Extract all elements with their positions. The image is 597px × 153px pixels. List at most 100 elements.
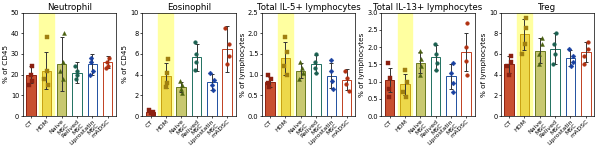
Bar	[398, 13, 413, 116]
Point	[432, 53, 441, 55]
Bar	[566, 58, 576, 116]
Point	[59, 32, 69, 34]
Y-axis label: % of lymphocytes: % of lymphocytes	[359, 32, 365, 97]
Point	[506, 61, 516, 63]
Point	[327, 80, 337, 82]
Point	[416, 65, 425, 67]
Bar	[192, 57, 201, 116]
Bar	[431, 57, 441, 116]
Bar	[39, 13, 54, 116]
Point	[104, 57, 114, 59]
Point	[208, 89, 218, 91]
Bar	[535, 51, 544, 116]
Bar	[177, 87, 186, 116]
Point	[504, 73, 514, 76]
Point	[264, 86, 273, 88]
Point	[162, 71, 172, 74]
Bar	[158, 13, 173, 116]
Bar	[72, 73, 82, 116]
Y-axis label: % of lymphocytes: % of lymphocytes	[240, 32, 246, 97]
Point	[177, 84, 187, 86]
Bar	[265, 82, 275, 116]
Point	[344, 90, 353, 92]
Point	[163, 58, 173, 60]
Point	[448, 61, 457, 64]
Point	[384, 96, 394, 98]
Point	[521, 27, 531, 29]
Bar	[296, 71, 306, 116]
Point	[176, 88, 186, 90]
Point	[86, 57, 96, 59]
Point	[564, 48, 573, 50]
Point	[56, 69, 65, 72]
Point	[87, 61, 96, 63]
Point	[506, 55, 516, 57]
Title: Total IL-5+ lymphocytes: Total IL-5+ lymphocytes	[257, 3, 360, 12]
Point	[567, 65, 576, 68]
Point	[263, 73, 273, 76]
Point	[580, 63, 589, 66]
Point	[26, 73, 35, 76]
Point	[400, 68, 410, 71]
Bar	[42, 71, 51, 116]
Point	[340, 69, 350, 72]
Point	[548, 63, 558, 66]
Point	[311, 71, 321, 74]
Point	[296, 61, 305, 63]
Point	[190, 68, 200, 71]
Bar	[550, 49, 560, 116]
Point	[402, 80, 411, 83]
Title: Eosinophil: Eosinophil	[167, 3, 211, 12]
Point	[147, 112, 156, 114]
Bar	[311, 64, 321, 116]
Bar	[517, 13, 532, 116]
Point	[85, 73, 95, 76]
Point	[534, 63, 544, 66]
Point	[521, 17, 531, 19]
Point	[448, 91, 458, 93]
Bar	[103, 62, 112, 116]
Point	[224, 42, 233, 45]
Bar	[26, 75, 36, 116]
Bar	[88, 64, 97, 116]
Point	[191, 53, 201, 55]
Bar	[461, 52, 471, 116]
Point	[416, 58, 426, 60]
Point	[298, 71, 307, 74]
Point	[328, 88, 338, 90]
Point	[209, 79, 219, 81]
Point	[518, 53, 527, 55]
Point	[279, 65, 288, 68]
Point	[461, 60, 471, 62]
Point	[190, 40, 200, 43]
Point	[431, 68, 441, 71]
Point	[297, 67, 306, 70]
Point	[282, 51, 291, 53]
Y-axis label: % of CD45: % of CD45	[3, 45, 9, 83]
Point	[568, 61, 577, 63]
Point	[568, 55, 577, 57]
Bar	[223, 49, 232, 116]
Point	[402, 96, 411, 98]
Point	[583, 48, 593, 50]
Point	[101, 67, 111, 70]
Point	[447, 72, 456, 74]
Point	[162, 82, 172, 84]
Point	[294, 78, 304, 80]
Y-axis label: % of CD45: % of CD45	[122, 45, 128, 83]
Bar	[278, 13, 293, 116]
Point	[326, 59, 336, 61]
Bar	[385, 80, 395, 116]
Point	[221, 27, 230, 29]
Title: Treg: Treg	[538, 3, 556, 12]
Point	[385, 77, 395, 79]
Point	[27, 65, 37, 68]
Point	[415, 73, 424, 76]
Point	[103, 61, 112, 63]
Point	[72, 73, 82, 76]
Bar	[520, 34, 530, 116]
Point	[327, 69, 336, 72]
Point	[192, 61, 201, 63]
Bar	[207, 82, 217, 116]
Point	[384, 87, 394, 90]
